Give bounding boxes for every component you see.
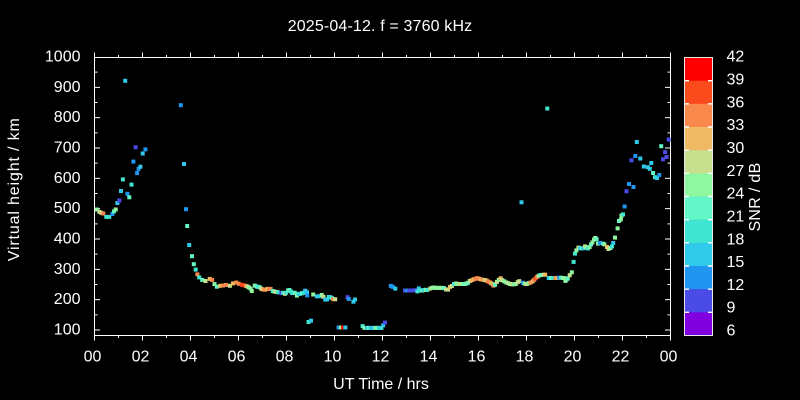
svg-text:18: 18 xyxy=(516,349,534,366)
svg-text:20: 20 xyxy=(564,349,582,366)
svg-text:900: 900 xyxy=(54,79,81,96)
svg-text:02: 02 xyxy=(132,349,150,366)
svg-text:00: 00 xyxy=(660,349,678,366)
svg-text:9: 9 xyxy=(727,300,736,317)
svg-text:06: 06 xyxy=(228,349,246,366)
svg-text:UT Time / hrs: UT Time / hrs xyxy=(333,376,429,393)
svg-text:2025-04-12. f = 3760 kHz: 2025-04-12. f = 3760 kHz xyxy=(288,18,473,35)
svg-text:12: 12 xyxy=(372,349,390,366)
svg-text:39: 39 xyxy=(727,72,745,89)
svg-text:30: 30 xyxy=(727,140,745,157)
svg-text:1000: 1000 xyxy=(45,49,81,66)
svg-text:500: 500 xyxy=(54,200,81,217)
svg-text:15: 15 xyxy=(727,254,745,271)
svg-text:22: 22 xyxy=(612,349,630,366)
svg-text:24: 24 xyxy=(727,186,745,203)
svg-text:21: 21 xyxy=(727,208,745,225)
svg-text:33: 33 xyxy=(727,117,745,134)
svg-text:800: 800 xyxy=(54,109,81,126)
svg-text:16: 16 xyxy=(468,349,486,366)
svg-text:600: 600 xyxy=(54,170,81,187)
svg-text:00: 00 xyxy=(84,349,102,366)
svg-text:18: 18 xyxy=(727,231,745,248)
svg-text:12: 12 xyxy=(727,277,745,294)
svg-text:14: 14 xyxy=(420,349,438,366)
svg-text:42: 42 xyxy=(727,49,745,66)
svg-text:700: 700 xyxy=(54,140,81,157)
svg-text:100: 100 xyxy=(54,322,81,339)
svg-text:36: 36 xyxy=(727,94,745,111)
svg-text:6: 6 xyxy=(727,323,736,340)
svg-text:27: 27 xyxy=(727,163,745,180)
svg-text:08: 08 xyxy=(276,349,294,366)
svg-text:400: 400 xyxy=(54,231,81,248)
svg-text:300: 300 xyxy=(54,261,81,278)
svg-text:SNR / dB: SNR / dB xyxy=(747,162,764,231)
svg-text:04: 04 xyxy=(180,349,198,366)
svg-text:Virtual height / km: Virtual height / km xyxy=(6,117,23,261)
svg-text:200: 200 xyxy=(54,291,81,308)
svg-text:10: 10 xyxy=(324,349,342,366)
